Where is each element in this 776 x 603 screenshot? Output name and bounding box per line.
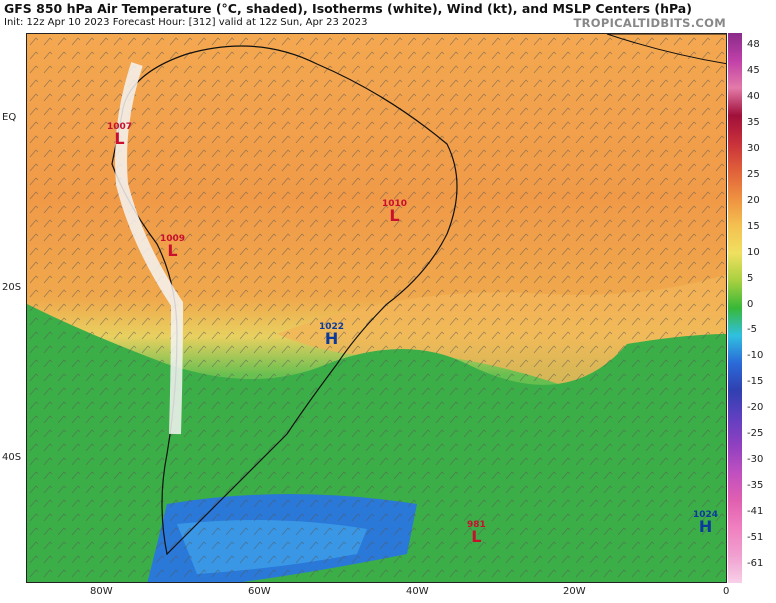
lon-label: 20W bbox=[563, 586, 586, 597]
colorbar-tick-label: -51 bbox=[747, 532, 764, 544]
colorbar-tick-label: 10 bbox=[747, 246, 760, 258]
colorbar-tick-label: 40 bbox=[747, 90, 760, 102]
lat-label: 20S bbox=[2, 282, 22, 293]
pressure-center: 1010 L bbox=[382, 199, 408, 225]
colorbar-tick-label: -5 bbox=[747, 324, 757, 336]
colorbar-tick-label: 0 bbox=[747, 298, 754, 310]
brand-watermark: TROPICALTIDBITS.COM bbox=[573, 16, 726, 30]
colorbar bbox=[728, 33, 742, 583]
colorbar-tick-label: 48 bbox=[747, 39, 760, 50]
temperature-map: 1007 L 1010 L 1009 L 1022 H 981 L 1024 H bbox=[26, 33, 727, 583]
colorbar-tick-label: -10 bbox=[747, 350, 764, 362]
pressure-center: 1009 L bbox=[160, 234, 186, 260]
pressure-center: 1007 L bbox=[107, 122, 133, 148]
lat-label: EQ bbox=[2, 112, 17, 123]
lon-label: 60W bbox=[248, 586, 271, 597]
africa-outline bbox=[606, 34, 726, 65]
colorbar-tick-label: -35 bbox=[747, 480, 764, 492]
andes-highlands bbox=[115, 62, 184, 435]
colorbar-tick-label: 45 bbox=[747, 64, 760, 76]
pressure-center: 981 L bbox=[467, 520, 486, 546]
colorbar-tick-label: 20 bbox=[747, 194, 760, 206]
colorbar-tick-label: -41 bbox=[747, 506, 764, 518]
lon-label: 0 bbox=[723, 586, 730, 597]
colorbar-tick-label: 35 bbox=[747, 116, 760, 128]
colorbar-tick-label: 15 bbox=[747, 220, 760, 232]
map-subtitle: Init: 12z Apr 10 2023 Forecast Hour: [31… bbox=[4, 17, 368, 28]
colorbar-tick-label: 25 bbox=[747, 168, 760, 180]
colorbar-tick-label: -20 bbox=[747, 402, 764, 414]
pressure-center: 1024 H bbox=[693, 510, 719, 536]
colorbar-tick-label: -15 bbox=[747, 376, 764, 388]
lon-label: 40W bbox=[406, 586, 429, 597]
pressure-center: 1022 H bbox=[319, 322, 345, 348]
colorbar-tick-label: -61 bbox=[747, 558, 764, 570]
map-title: GFS 850 hPa Air Temperature (°C, shaded)… bbox=[4, 1, 692, 16]
wind-barbs bbox=[27, 34, 726, 582]
map-canvas bbox=[27, 34, 726, 582]
colorbar-tick-label: 30 bbox=[747, 142, 760, 154]
colorbar-tick-label: -25 bbox=[747, 428, 764, 440]
lon-label: 80W bbox=[90, 586, 113, 597]
colorbar-tick-label: -30 bbox=[747, 454, 764, 466]
colorbar-tick-label: 5 bbox=[747, 272, 754, 284]
lat-label: 40S bbox=[2, 452, 22, 463]
